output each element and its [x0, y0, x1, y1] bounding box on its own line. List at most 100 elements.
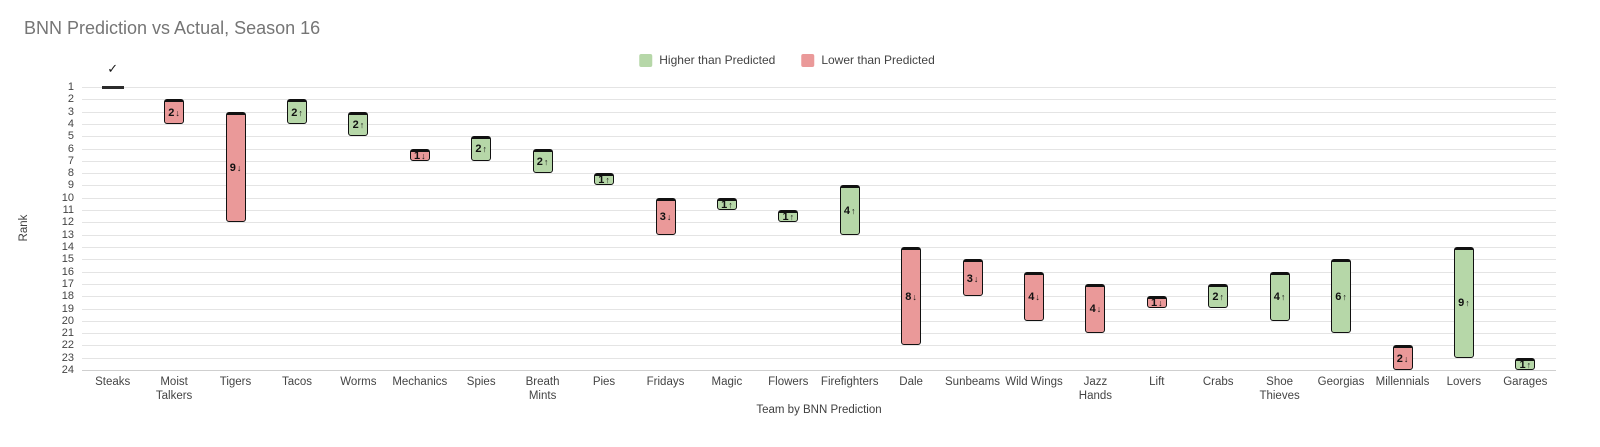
grid-line: [82, 185, 1556, 187]
arrow-up-icon: ↑: [851, 205, 856, 216]
team-label: Tigers: [219, 376, 252, 388]
range-bar: 9 ↑: [1453, 247, 1474, 358]
bar-label: 9 ↑: [1458, 297, 1470, 310]
y-tick-label: 7: [67, 154, 74, 167]
range-bar: 4 ↓: [1085, 283, 1106, 334]
bar-label: 3 ↓: [966, 272, 979, 285]
arrow-up-icon: ↑: [359, 119, 365, 130]
team-label: Moist Talkers: [155, 376, 193, 402]
y-tick-label: 20: [61, 314, 74, 327]
legend-item-lower: Lower than Predicted: [801, 53, 935, 67]
y-tick-label: 8: [67, 167, 74, 180]
arrow-up-icon: ↑: [1465, 298, 1470, 309]
y-tick-label: 15: [61, 253, 74, 266]
arrow-down-icon: ↓: [912, 292, 917, 303]
y-tick-label: 12: [61, 216, 74, 229]
range-bar: 2 ↑: [532, 148, 553, 174]
grid-line: [82, 333, 1556, 335]
legend-label-higher: Higher than Predicted: [659, 53, 776, 67]
bar-label: 1 ↑: [782, 211, 795, 224]
grid-line: [82, 173, 1556, 175]
team-label: Magic: [711, 376, 743, 388]
plot-area: 1 2 3 4 5 6 7 8 9 10 11 12 13 14 15 16 17 18 19 20 21 22 23 24 ✓…: [62, 61, 1556, 402]
arrow-down-icon: ↓: [1158, 298, 1163, 309]
team-label: Shoe Thieves: [1259, 376, 1300, 402]
arrow-up-icon: ↑: [605, 175, 610, 186]
grid-line: [82, 148, 1556, 150]
y-tick-label: 17: [61, 277, 74, 290]
chart-title: BNN Prediction vs Actual, Season 16: [24, 18, 321, 38]
team-label: Millennials: [1375, 376, 1430, 388]
arrow-down-icon: ↓: [666, 212, 672, 223]
y-tick-label: 23: [61, 351, 74, 364]
grid-line: [82, 111, 1556, 113]
bar-label: 3 ↓: [659, 211, 672, 224]
bar-label: 1 ↓: [413, 149, 426, 162]
team-label: Dale: [899, 376, 923, 388]
range-bar: 1 ↑: [594, 173, 614, 187]
y-tick-label: 5: [67, 130, 74, 143]
bar-label: 1 ↑: [721, 198, 733, 211]
team-label: Pies: [592, 376, 616, 388]
arrow-up-icon: ↑: [728, 199, 733, 210]
bar-label: 4 ↓: [1028, 291, 1040, 304]
range-bar: 2 ↑: [471, 136, 492, 161]
team-label: Tacos: [281, 376, 313, 388]
y-tick-label: 10: [61, 191, 74, 204]
bar-label: 1 ↑: [598, 174, 610, 187]
y-tick-label: 3: [67, 105, 74, 118]
grid-line: [82, 308, 1556, 310]
team-label: Flowers: [768, 376, 809, 388]
team-label: Lift: [1149, 376, 1165, 388]
team-label: Lovers: [1446, 376, 1482, 388]
range-bar: 4 ↑: [1269, 271, 1290, 321]
bar-label: 9 ↓: [229, 161, 242, 174]
team-label: Steaks: [95, 376, 131, 388]
bar-label: 8 ↓: [905, 291, 917, 304]
y-tick-label: 6: [67, 142, 74, 155]
range-bar: 1 ↓: [1146, 296, 1167, 310]
x-axis-title: Team by BNN Prediction: [756, 404, 882, 416]
range-bar: 1 ↑: [716, 197, 737, 211]
arrow-up-icon: ↑: [543, 156, 549, 167]
bar-label: 4 ↑: [1273, 291, 1286, 304]
arrow-down-icon: ↓: [973, 273, 979, 284]
grid-line: [82, 123, 1556, 125]
team-label: Garages: [1503, 376, 1548, 388]
team-label: Spies: [466, 376, 496, 388]
bar-label: 1 ↓: [1150, 297, 1163, 310]
range-bar: 1 ↓: [409, 148, 430, 162]
team-label: Worms: [340, 376, 377, 388]
range-bar: 2 ↓: [1392, 345, 1413, 370]
y-tick-label: 2: [67, 93, 74, 106]
team-label: Breath Mints: [525, 376, 560, 402]
arrow-up-icon: ↑: [298, 107, 303, 118]
grid-line: [82, 320, 1556, 322]
arrow-up-icon: ↑: [482, 144, 488, 155]
grid-line: [82, 136, 1556, 138]
y-tick-label: 16: [61, 265, 74, 278]
y-tick-label: 22: [61, 339, 74, 352]
grid-line: [82, 357, 1556, 359]
range-bar: 9 ↓: [225, 111, 246, 223]
legend-swatch-lower-icon: [801, 53, 815, 67]
arrow-down-icon: ↓: [1403, 353, 1409, 364]
grid-line: [82, 271, 1556, 273]
range-bar: 3 ↓: [962, 259, 983, 297]
y-tick-label: 11: [62, 204, 74, 216]
y-tick-label: 18: [61, 290, 74, 303]
grid-line: [82, 197, 1556, 199]
range-bar: 4 ↑: [839, 185, 860, 235]
bar-label: 2 ↓: [1396, 352, 1409, 365]
y-tick-label: 13: [61, 228, 74, 241]
range-bar: 3 ↓: [655, 197, 676, 235]
arrow-down-icon: ↓: [175, 107, 180, 118]
y-tick-label: 1: [67, 81, 74, 93]
grid-line: [82, 296, 1556, 298]
grid-line: [82, 370, 1556, 371]
bar-label: 2 ↑: [536, 155, 549, 168]
arrow-up-icon: ↑: [1342, 292, 1347, 303]
range-bar: 2 ↑: [287, 99, 307, 124]
y-axis-title: Rank: [18, 214, 30, 242]
team-label: Wild Wings: [1005, 376, 1063, 388]
